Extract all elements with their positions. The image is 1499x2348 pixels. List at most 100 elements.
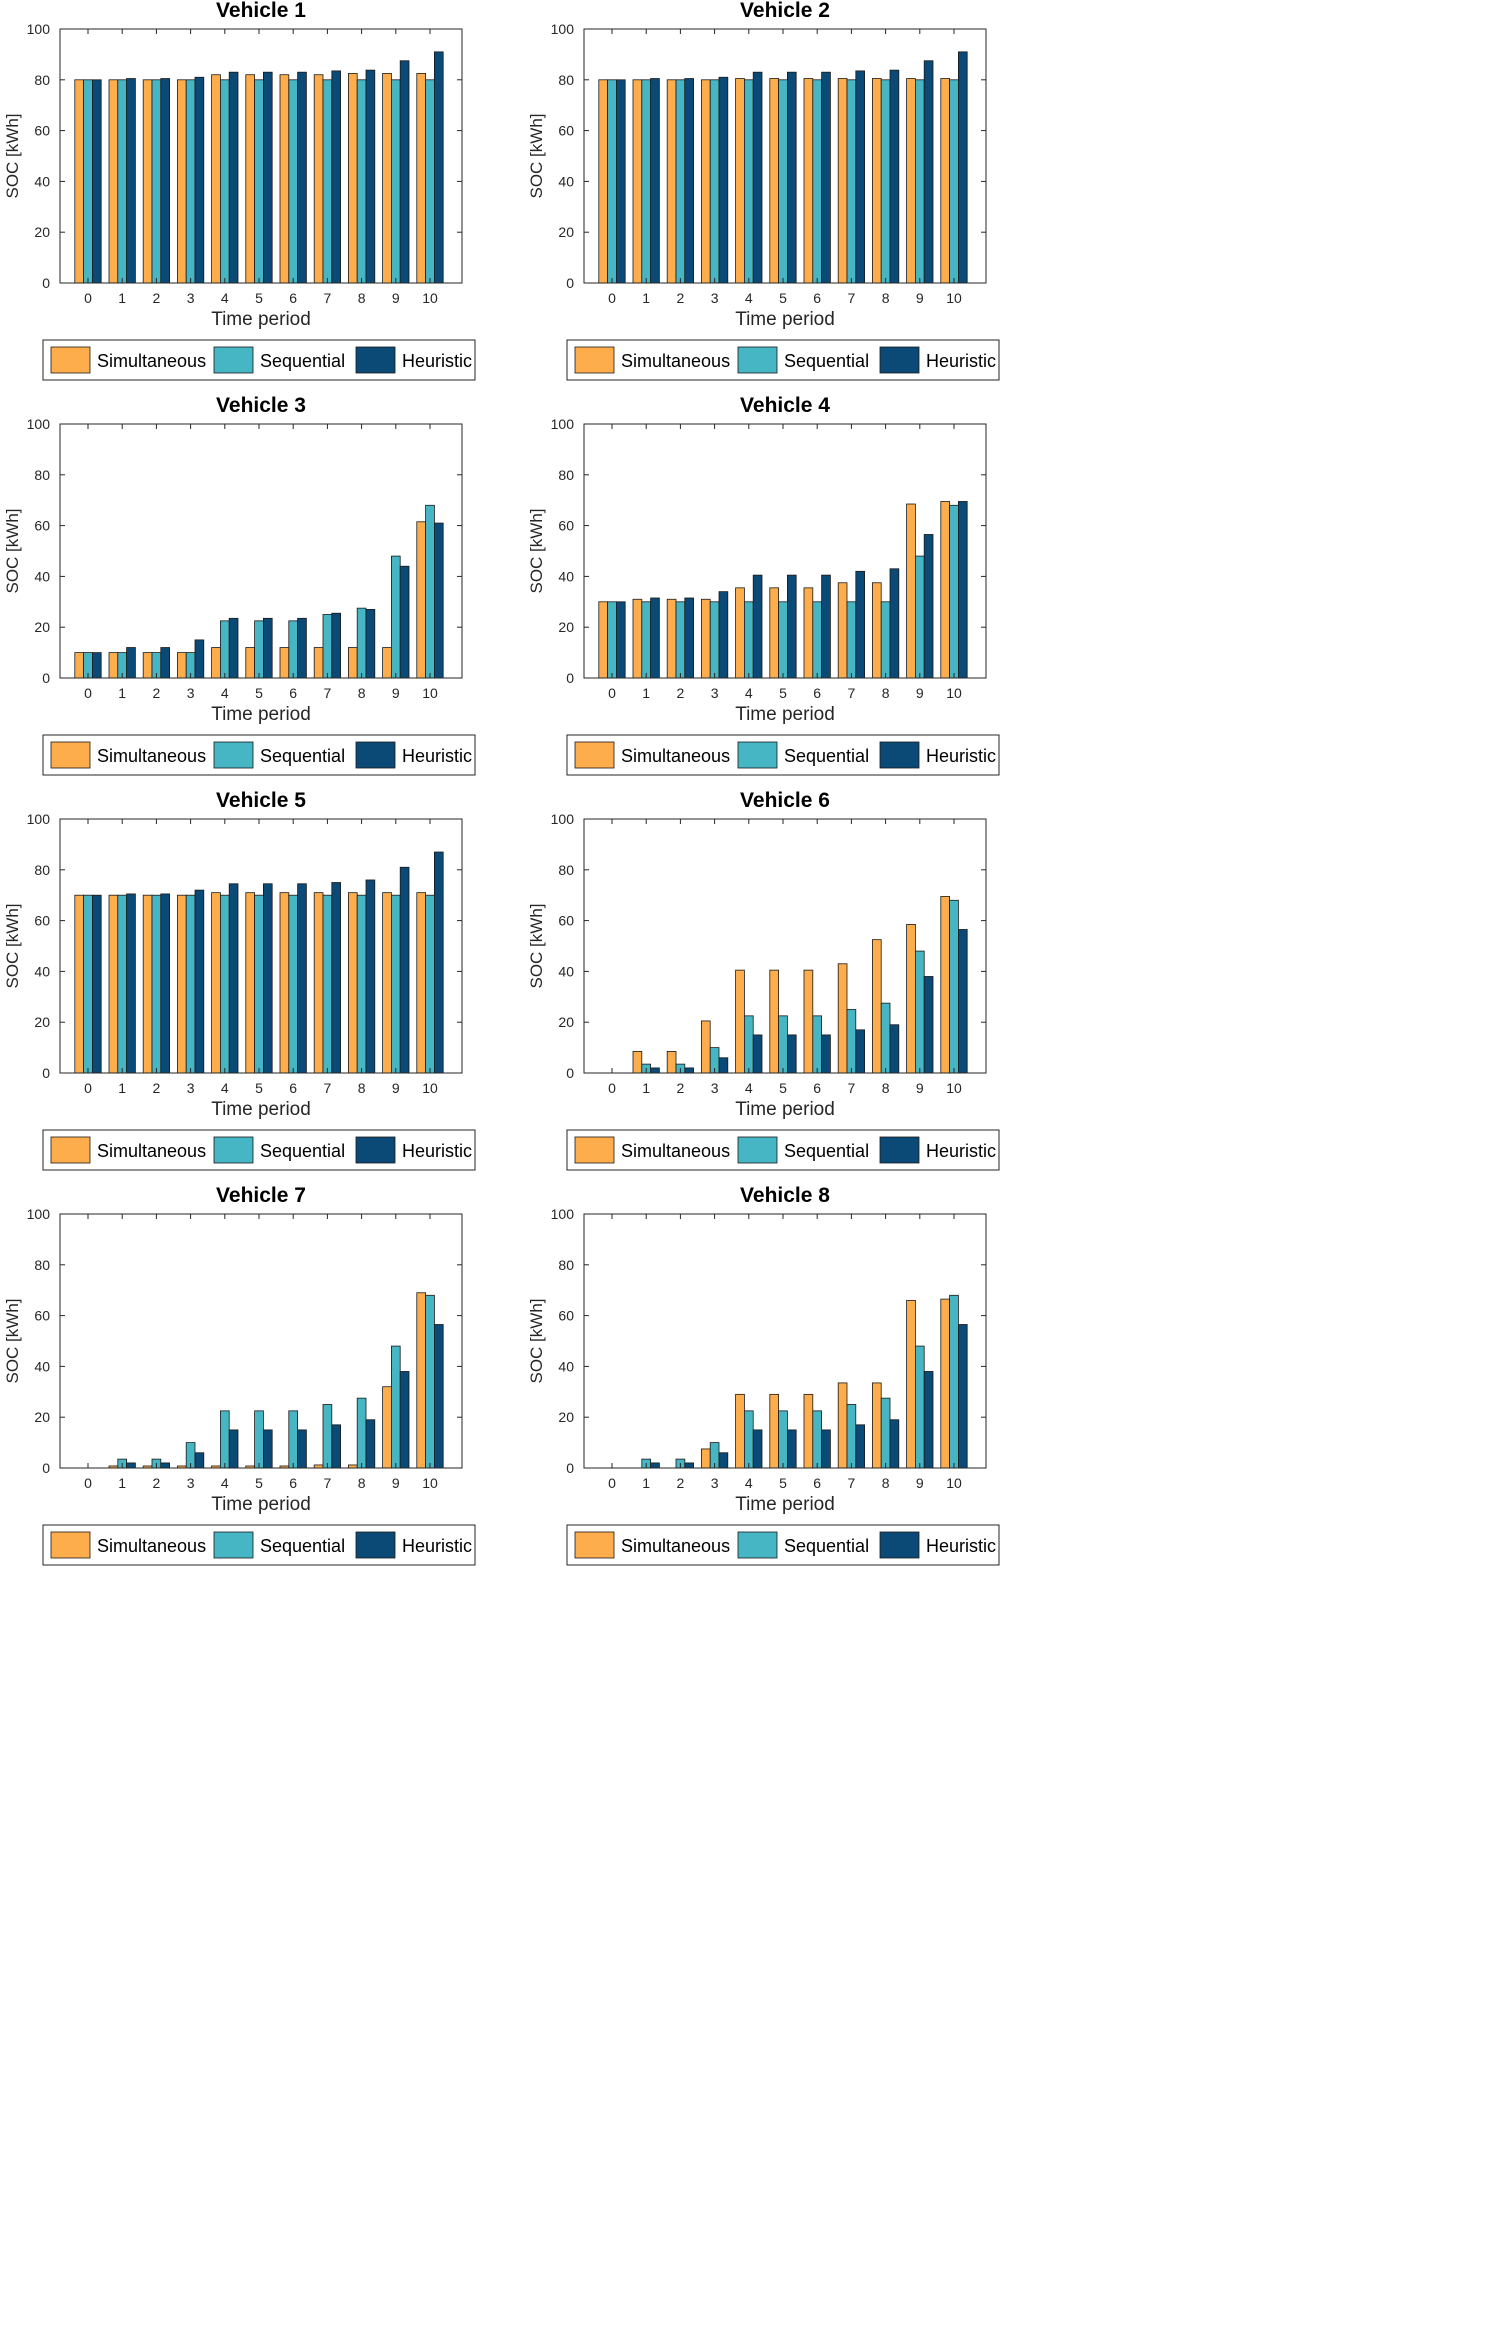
x-axis-label: Time period bbox=[735, 1099, 835, 1120]
y-tick-label: 0 bbox=[566, 1065, 574, 1081]
legend-box bbox=[42, 1524, 476, 1566]
bar-simultaneous-9 bbox=[906, 924, 916, 1074]
x-tick-label: 3 bbox=[711, 1475, 719, 1491]
bar-simultaneous-10 bbox=[416, 1292, 426, 1469]
x-tick-label: 10 bbox=[946, 290, 962, 306]
y-tick-label: 80 bbox=[34, 72, 50, 88]
bar-sequential-1 bbox=[641, 79, 651, 284]
bar-heuristic-8 bbox=[365, 879, 376, 1074]
bar-heuristic-7 bbox=[331, 1424, 341, 1469]
bar-sequential-4 bbox=[219, 79, 230, 284]
bar-heuristic-10 bbox=[958, 501, 968, 679]
y-tick-label: 80 bbox=[34, 467, 50, 483]
legend-swatch-sequential bbox=[213, 346, 254, 374]
y-tick-label: 0 bbox=[42, 1460, 50, 1476]
bar-heuristic-1 bbox=[126, 647, 136, 679]
bar-heuristic-7 bbox=[855, 1424, 865, 1469]
bar-heuristic-7 bbox=[331, 70, 341, 284]
bar-heuristic-10 bbox=[958, 51, 968, 284]
y-tick-label: 20 bbox=[34, 224, 50, 240]
x-tick-label: 7 bbox=[848, 1475, 856, 1491]
legend-box bbox=[42, 734, 476, 776]
chart-title: Vehicle 1 bbox=[216, 0, 306, 22]
x-tick-label: 0 bbox=[608, 290, 616, 306]
chart-title: Vehicle 6 bbox=[740, 789, 830, 812]
bar-sequential-10 bbox=[949, 1294, 959, 1469]
bar-heuristic-10 bbox=[433, 1324, 444, 1469]
bar-heuristic-4 bbox=[752, 1429, 763, 1469]
bar-simultaneous-4 bbox=[211, 74, 221, 284]
x-tick-label: 6 bbox=[289, 1080, 297, 1096]
y-tick-label: 40 bbox=[558, 1358, 574, 1374]
y-axis-label: SOC [kWh] bbox=[527, 1298, 546, 1383]
legend-label-simultaneous: Simultaneous bbox=[621, 1141, 730, 1161]
x-tick-label: 7 bbox=[324, 685, 332, 701]
legend-label-sequential: Sequential bbox=[260, 351, 345, 371]
legend-swatch-simultaneous bbox=[574, 346, 615, 374]
legend-box bbox=[42, 339, 476, 381]
bar-simultaneous-1 bbox=[632, 79, 643, 284]
x-tick-label: 4 bbox=[221, 1080, 229, 1096]
legend-swatch-sequential bbox=[737, 1531, 778, 1559]
y-tick-label: 100 bbox=[27, 21, 51, 37]
y-tick-label: 80 bbox=[558, 862, 574, 878]
legend-swatch-sequential bbox=[737, 346, 778, 374]
x-tick-label: 4 bbox=[745, 290, 753, 306]
y-tick-label: 60 bbox=[34, 1308, 50, 1324]
bar-heuristic-8 bbox=[889, 1024, 900, 1074]
bar-simultaneous-9 bbox=[382, 73, 392, 284]
bar-simultaneous-4 bbox=[735, 587, 745, 679]
chart-title: Vehicle 8 bbox=[740, 1184, 830, 1207]
bar-sequential-2 bbox=[151, 79, 162, 284]
bar-heuristic-1 bbox=[126, 78, 136, 284]
bar-sequential-7 bbox=[322, 1404, 333, 1469]
bar-heuristic-10 bbox=[958, 929, 968, 1074]
y-axis-label: SOC [kWh] bbox=[3, 113, 22, 198]
x-tick-label: 1 bbox=[118, 1475, 126, 1491]
legend-box bbox=[566, 734, 1000, 776]
legend-swatch-heuristic bbox=[355, 346, 396, 374]
legend-swatch-heuristic bbox=[879, 1136, 920, 1164]
bar-sequential-5 bbox=[778, 79, 788, 284]
bar-simultaneous-3 bbox=[701, 1020, 711, 1074]
y-tick-label: 0 bbox=[566, 1460, 574, 1476]
bar-heuristic-4 bbox=[752, 574, 763, 679]
bar-heuristic-7 bbox=[855, 1029, 865, 1074]
legend-swatch-sequential bbox=[213, 741, 254, 769]
bar-heuristic-5 bbox=[787, 1034, 797, 1074]
bar-sequential-9 bbox=[915, 555, 925, 679]
axes-box bbox=[583, 818, 987, 1074]
x-tick-label: 1 bbox=[118, 685, 126, 701]
bar-sequential-8 bbox=[880, 1397, 891, 1469]
x-axis-label: Time period bbox=[735, 309, 835, 330]
bar-simultaneous-6 bbox=[279, 647, 290, 679]
y-tick-label: 40 bbox=[558, 568, 574, 584]
bar-simultaneous-7 bbox=[313, 74, 324, 284]
bar-heuristic-5 bbox=[787, 1429, 797, 1469]
chart-vehicle-1: Vehicle 1 0 20 40 60 80 100 SOC [kWh] 0 1 2 3 4 5 6 7 8 9… bbox=[3, 0, 476, 381]
y-tick-label: 20 bbox=[34, 1014, 50, 1030]
y-tick-label: 0 bbox=[42, 1065, 50, 1081]
bar-heuristic-6 bbox=[821, 1034, 831, 1074]
bar-simultaneous-0 bbox=[74, 894, 85, 1074]
x-tick-label: 10 bbox=[946, 1080, 962, 1096]
bar-sequential-9 bbox=[390, 79, 401, 284]
axes-box bbox=[583, 28, 987, 284]
legend-label-sequential: Sequential bbox=[260, 1141, 345, 1161]
bar-simultaneous-10 bbox=[940, 501, 950, 679]
y-tick-label: 100 bbox=[551, 811, 575, 827]
chart-vehicle-3: Vehicle 3 0 20 40 60 80 100 SOC [kWh] 0 1 2 3 4 5 6 7 8 9… bbox=[3, 394, 476, 776]
legend-box bbox=[566, 1129, 1000, 1171]
y-tick-label: 80 bbox=[558, 1257, 574, 1273]
bar-simultaneous-3 bbox=[701, 598, 711, 679]
legend-swatch-simultaneous bbox=[574, 1531, 615, 1559]
y-tick-label: 100 bbox=[27, 1206, 51, 1222]
bar-simultaneous-1 bbox=[632, 1051, 643, 1074]
bar-heuristic-7 bbox=[855, 570, 865, 679]
legend-swatch-simultaneous bbox=[50, 346, 91, 374]
bar-heuristic-9 bbox=[399, 60, 410, 284]
bar-sequential-9 bbox=[915, 79, 925, 284]
bar-heuristic-6 bbox=[297, 71, 307, 284]
bar-simultaneous-7 bbox=[837, 963, 848, 1074]
